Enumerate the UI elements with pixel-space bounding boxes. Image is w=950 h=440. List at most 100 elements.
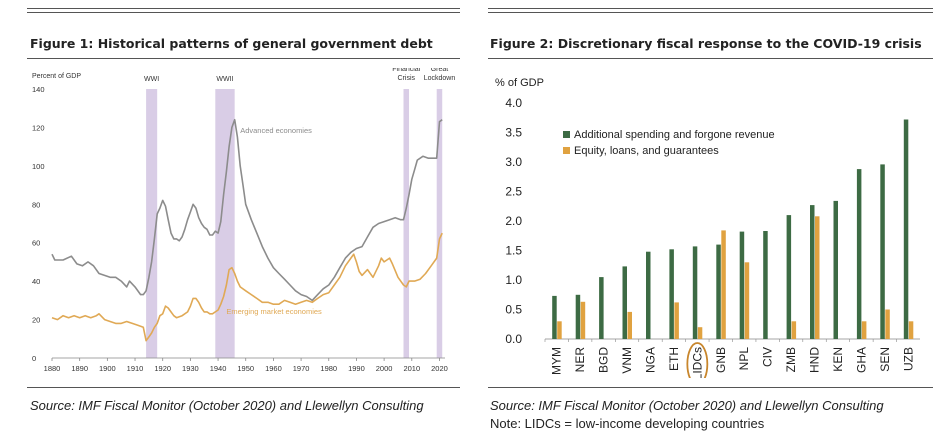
figure2-bar-VNM-s0	[622, 266, 627, 339]
figure2-y-tick-0: 0.0	[505, 332, 522, 346]
figure2-legend-label-1: Equity, loans, and guarantees	[574, 145, 719, 157]
figure2-x-label-VNM: VNM	[620, 347, 634, 374]
figure2-bar-NPL-s0	[739, 231, 745, 339]
figure1-title: Figure 1: Historical patterns of general…	[30, 36, 433, 51]
figure1-x-tick-1920: 1920	[154, 364, 171, 373]
figure2-y-tick-6: 3.0	[505, 155, 522, 169]
figure2-y-tick-1: 0.5	[505, 303, 522, 317]
figure2-x-label-NGA: NGA	[643, 347, 657, 373]
figure1-x-tick-1980: 1980	[320, 364, 337, 373]
figure1-bottom-rule	[27, 387, 460, 388]
figure1-x-tick-1900: 1900	[99, 364, 116, 373]
figure2-bar-KEN-s0	[833, 200, 838, 339]
figure2-x-label-MYM: MYM	[550, 347, 564, 375]
figure2-x-label-BGD: BGD	[597, 347, 611, 373]
figure2-x-label-ZMB: ZMB	[784, 347, 798, 372]
figure1-annotation-1: Emerging market economies	[226, 307, 322, 316]
figure2-bar-GHA-s1	[861, 321, 867, 339]
figure2-bar-ZMB-s0	[786, 215, 792, 339]
figure2-bar-NPL-s1	[744, 262, 750, 339]
figure1-y-tick-60: 60	[32, 239, 40, 248]
figure1-chart: WWIWWIIGlobalFinancialCrisisGreatLockdow…	[30, 57, 455, 378]
figure2-bar-ZMB-s1	[791, 321, 797, 339]
figure2-bar-GNB-s1	[721, 230, 726, 339]
figure2-bar-MYM-s1	[557, 321, 562, 339]
figure1-source: Source: IMF Fiscal Monitor (October 2020…	[30, 398, 424, 413]
figure2-y-tick-4: 2.0	[505, 214, 522, 228]
figure1-shade-1	[215, 89, 235, 358]
figure1-annotation-0: Advanced economies	[240, 126, 312, 135]
figure2-x-label-SEN: SEN	[878, 347, 892, 372]
figure2-bar-UZB-s0	[903, 119, 909, 339]
figure2-y-tick-7: 3.5	[505, 126, 522, 140]
figure1-x-tick-2020: 2020	[431, 364, 448, 373]
figure1-x-tick-2010: 2010	[403, 364, 420, 373]
figure2-bar-ETH-s1	[674, 302, 679, 339]
figure1-top-rule-2	[27, 12, 460, 13]
figure2-x-label-UZB: UZB	[901, 347, 915, 371]
figure2-y-tick-8: 4.0	[505, 96, 522, 110]
figure1-x-tick-1910: 1910	[127, 364, 144, 373]
figure1-x-tick-1990: 1990	[348, 364, 365, 373]
figure2-note: Note: LIDCs = low-income developing coun…	[490, 416, 765, 431]
figure2-legend-swatch-0	[563, 131, 570, 138]
figure2-bar-HND-s0	[810, 205, 815, 339]
figure1-shade-label-1-0: WWII	[216, 76, 233, 83]
figure2-x-label-GHA: GHA	[854, 347, 868, 373]
figure2-x-label-KEN: KEN	[831, 347, 845, 372]
figure2-y-tick-5: 2.5	[505, 185, 522, 199]
figure1-top-rule	[27, 8, 460, 9]
figure2-bar-MYM-s0	[552, 295, 557, 339]
figure2-bar-ETH-s0	[669, 249, 674, 339]
figure2-x-label-GNB: GNB	[714, 347, 728, 373]
figure1-y-tick-0: 0	[32, 354, 36, 363]
figure1-x-tick-2000: 2000	[376, 364, 393, 373]
figure1-x-tick-1880: 1880	[44, 364, 61, 373]
figure2-bar-NGA-s0	[646, 251, 651, 339]
figure2-legend-label-0: Additional spending and forgone revenue	[574, 129, 775, 141]
figure1-y-axis-label: Percent of GDP	[32, 73, 81, 80]
figure1-shade-2	[403, 89, 410, 358]
figure1-shade-label-0-0: WWI	[144, 76, 159, 83]
figure1-x-tick-1890: 1890	[71, 364, 88, 373]
figure1-shade-label-3-0: Great	[431, 68, 449, 73]
figure2-bar-LIDCs-s0	[692, 246, 698, 339]
figure2-x-label-NER: NER	[573, 347, 587, 373]
figure2-x-label-CIV: CIV	[761, 347, 775, 367]
figure1-title-rule	[27, 58, 460, 59]
figure1-svg: WWIWWIIGlobalFinancialCrisisGreatLockdow…	[32, 57, 455, 373]
figure2-chart: % of GDP 0.0 0.5 1.0 1.5 2.0 2.5 3.0 3.5 4.0 Addi…	[490, 68, 930, 386]
figure2-bottom-rule	[488, 387, 933, 388]
figure2-title-rule	[488, 58, 933, 59]
figure1-y-tick-80: 80	[32, 200, 40, 209]
figure1-x-tick-1930: 1930	[182, 364, 199, 373]
figure2-bar-GNB-s0	[716, 244, 721, 339]
figure2-x-label-LIDCs: LIDCs	[690, 347, 704, 378]
figure1-x-tick-1960: 1960	[265, 364, 282, 373]
figure1-y-tick-40: 40	[32, 277, 40, 286]
figure2-top-rule	[488, 8, 933, 9]
figure2-legend-swatch-1	[563, 147, 570, 154]
figure2-bar-VNM-s1	[627, 311, 632, 339]
figure1-x-tick-1950: 1950	[237, 364, 254, 373]
figure2-title: Figure 2: Discretionary fiscal response …	[490, 36, 922, 51]
figure2-y-axis-label: % of GDP	[495, 77, 544, 89]
figure1-shade-label-2-1: Financial	[392, 68, 420, 73]
figure2-bar-UZB-s1	[908, 321, 914, 339]
figure1-y-tick-140: 140	[32, 85, 45, 94]
figure1-y-tick-20: 20	[32, 316, 40, 325]
figure1-x-tick-1940: 1940	[210, 364, 227, 373]
figure2-svg: % of GDP 0.0 0.5 1.0 1.5 2.0 2.5 3.0 3.5 4.0 Addi…	[495, 77, 920, 386]
figure1-y-tick-100: 100	[32, 162, 45, 171]
figure2-top-rule-2	[488, 12, 933, 13]
figure2-x-label-HND: HND	[808, 347, 822, 373]
figure2-bar-CIV-s0	[763, 231, 768, 339]
figure2-bar-LIDCs-s1	[697, 327, 703, 339]
figure2-bar-SEN-s1	[885, 309, 890, 339]
figure1-shade-0	[146, 89, 158, 358]
figure1-series-line-0	[51, 118, 443, 302]
figure2-y-tick-2: 1.0	[505, 273, 522, 287]
figure2-bar-NER-s1	[580, 301, 586, 339]
figure2-bar-GHA-s0	[856, 169, 862, 339]
figure1-shade-3	[436, 89, 443, 358]
